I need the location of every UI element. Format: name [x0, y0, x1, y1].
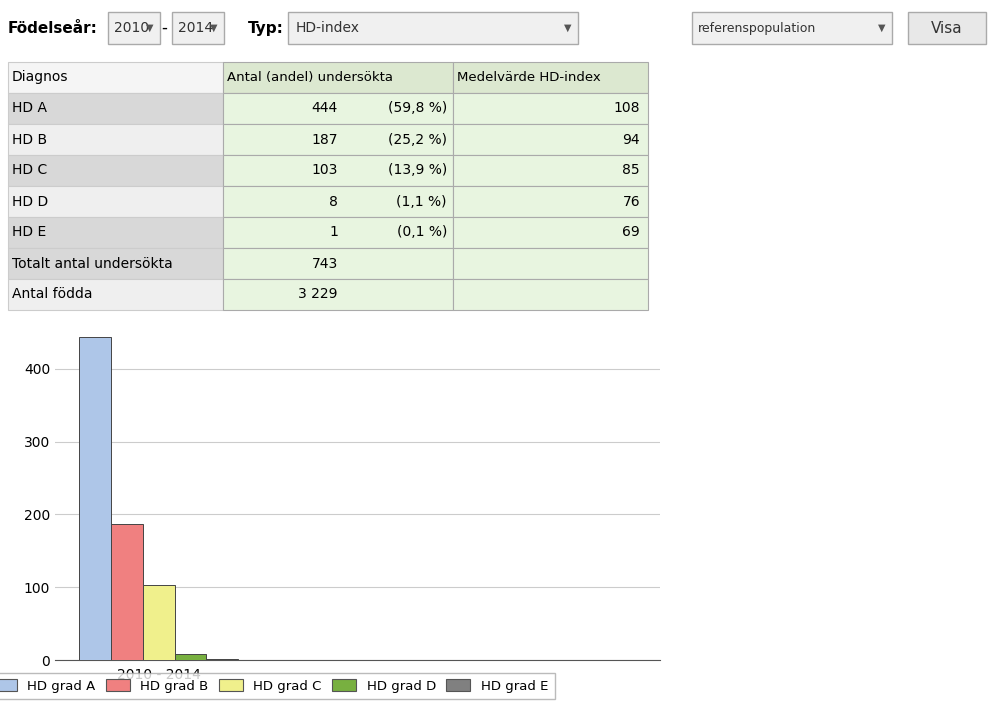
Text: 103: 103: [311, 164, 338, 177]
Text: 8: 8: [330, 195, 338, 208]
Text: 76: 76: [622, 195, 640, 208]
Bar: [453, 62, 648, 93]
Text: ▼: ▼: [146, 23, 153, 33]
Text: HD B: HD B: [12, 133, 47, 146]
Text: 94: 94: [622, 133, 640, 146]
Text: Födelseår:: Födelseår:: [8, 21, 98, 35]
Text: 85: 85: [622, 164, 640, 177]
Bar: [692, 12, 892, 44]
Bar: [8, 124, 223, 155]
Text: 108: 108: [614, 102, 640, 115]
Text: (0,1 %): (0,1 %): [396, 226, 447, 239]
Bar: [8, 279, 223, 310]
Text: Visa: Visa: [931, 21, 963, 35]
Text: Medelvärde HD-index: Medelvärde HD-index: [457, 71, 601, 84]
Text: 743: 743: [311, 257, 338, 270]
Bar: [172, 12, 224, 44]
Bar: [111, 524, 143, 660]
Bar: [8, 155, 223, 186]
Bar: [8, 93, 223, 124]
Text: ▼: ▼: [210, 23, 218, 33]
Bar: [453, 186, 648, 217]
Text: (1,1 %): (1,1 %): [396, 195, 447, 208]
Bar: [223, 217, 453, 248]
Bar: [143, 585, 174, 660]
Text: ▼: ▼: [564, 23, 572, 33]
Bar: [223, 186, 453, 217]
Text: HD E: HD E: [12, 226, 46, 239]
Text: 69: 69: [622, 226, 640, 239]
Bar: [453, 124, 648, 155]
Bar: [8, 217, 223, 248]
Text: referenspopulation: referenspopulation: [698, 22, 816, 35]
Bar: [453, 248, 648, 279]
Text: (25,2 %): (25,2 %): [388, 133, 447, 146]
Text: HD D: HD D: [12, 195, 48, 208]
Text: 2010: 2010: [114, 21, 149, 35]
Text: 1: 1: [330, 226, 338, 239]
Text: 187: 187: [311, 133, 338, 146]
Bar: [223, 124, 453, 155]
Bar: [80, 337, 111, 660]
Text: HD A: HD A: [12, 102, 47, 115]
Bar: [223, 93, 453, 124]
Bar: [453, 93, 648, 124]
Bar: [174, 654, 207, 660]
Bar: [8, 248, 223, 279]
Text: (59,8 %): (59,8 %): [388, 102, 447, 115]
Text: Typ:: Typ:: [248, 21, 284, 35]
Bar: [223, 279, 453, 310]
Text: 3 229: 3 229: [298, 288, 338, 301]
Text: HD-index: HD-index: [296, 21, 360, 35]
Text: -: -: [161, 19, 167, 37]
Legend: HD grad A, HD grad B, HD grad C, HD grad D, HD grad E: HD grad A, HD grad B, HD grad C, HD grad…: [0, 673, 554, 699]
Bar: [223, 155, 453, 186]
Bar: [108, 12, 160, 44]
Text: Diagnos: Diagnos: [12, 71, 69, 84]
Text: ▼: ▼: [878, 23, 885, 33]
Bar: [8, 186, 223, 217]
Text: Totalt antal undersökta: Totalt antal undersökta: [12, 257, 172, 270]
Bar: [207, 659, 238, 660]
Bar: [223, 62, 453, 93]
Bar: [8, 62, 223, 93]
Bar: [453, 217, 648, 248]
Text: Antal födda: Antal födda: [12, 288, 93, 301]
Bar: [223, 248, 453, 279]
Text: 2014: 2014: [178, 21, 213, 35]
Bar: [288, 12, 578, 44]
Bar: [453, 279, 648, 310]
Text: HD C: HD C: [12, 164, 47, 177]
Text: 444: 444: [311, 102, 338, 115]
Text: (13,9 %): (13,9 %): [388, 164, 447, 177]
Bar: [908, 12, 986, 44]
Text: Antal (andel) undersökta: Antal (andel) undersökta: [227, 71, 393, 84]
Bar: [453, 155, 648, 186]
